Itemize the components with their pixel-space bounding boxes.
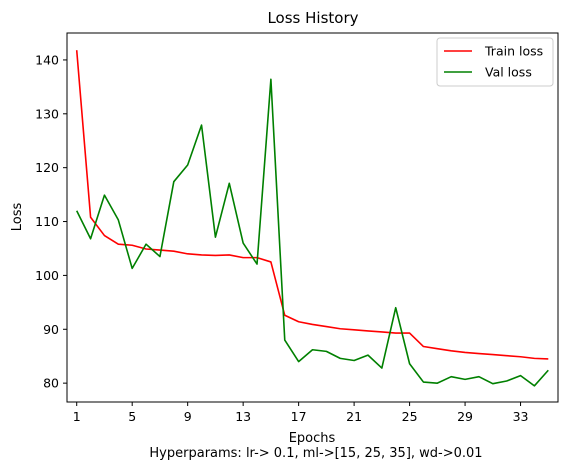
y-axis-label: Loss bbox=[10, 203, 25, 232]
plot-frame bbox=[66, 32, 559, 403]
x-tick-label: 21 bbox=[346, 409, 362, 424]
y-tick-label: 130 bbox=[35, 106, 59, 121]
y-tick-label: 140 bbox=[35, 52, 59, 67]
x-tick-label: 5 bbox=[128, 409, 136, 424]
x-tick-label: 17 bbox=[291, 409, 307, 424]
legend: Train loss Val loss bbox=[436, 37, 554, 87]
y-tick-label: 110 bbox=[35, 214, 59, 229]
y-tick-label: 80 bbox=[43, 376, 59, 391]
x-tick-label: 25 bbox=[402, 409, 418, 424]
y-axis-ticks: 80 90 100 110 120 130 140 bbox=[35, 52, 67, 391]
y-tick-label: 90 bbox=[43, 322, 59, 337]
x-tick-label: 9 bbox=[184, 409, 192, 424]
x-tick-label: 29 bbox=[457, 409, 473, 424]
series-lines bbox=[75, 50, 549, 387]
series-line-val-loss bbox=[75, 78, 549, 387]
legend-box bbox=[436, 37, 554, 87]
y-tick-label: 100 bbox=[35, 268, 59, 283]
legend-label: Train loss bbox=[484, 44, 543, 59]
series-line-train-loss bbox=[75, 50, 549, 360]
legend-label: Val loss bbox=[485, 65, 532, 80]
x-axis-label: Epochs bbox=[289, 431, 336, 446]
plot-area bbox=[66, 32, 559, 403]
chart-caption: Hyperparams: lr-> 0.1, ml->[15, 25, 35],… bbox=[149, 446, 482, 461]
x-tick-label: 1 bbox=[73, 409, 81, 424]
chart-title: Loss History bbox=[267, 9, 358, 27]
x-axis-ticks: 1 5 9 13 17 21 25 29 33 bbox=[73, 402, 529, 424]
x-tick-label: 13 bbox=[235, 409, 251, 424]
y-tick-label: 120 bbox=[35, 160, 59, 175]
x-tick-label: 33 bbox=[513, 409, 529, 424]
